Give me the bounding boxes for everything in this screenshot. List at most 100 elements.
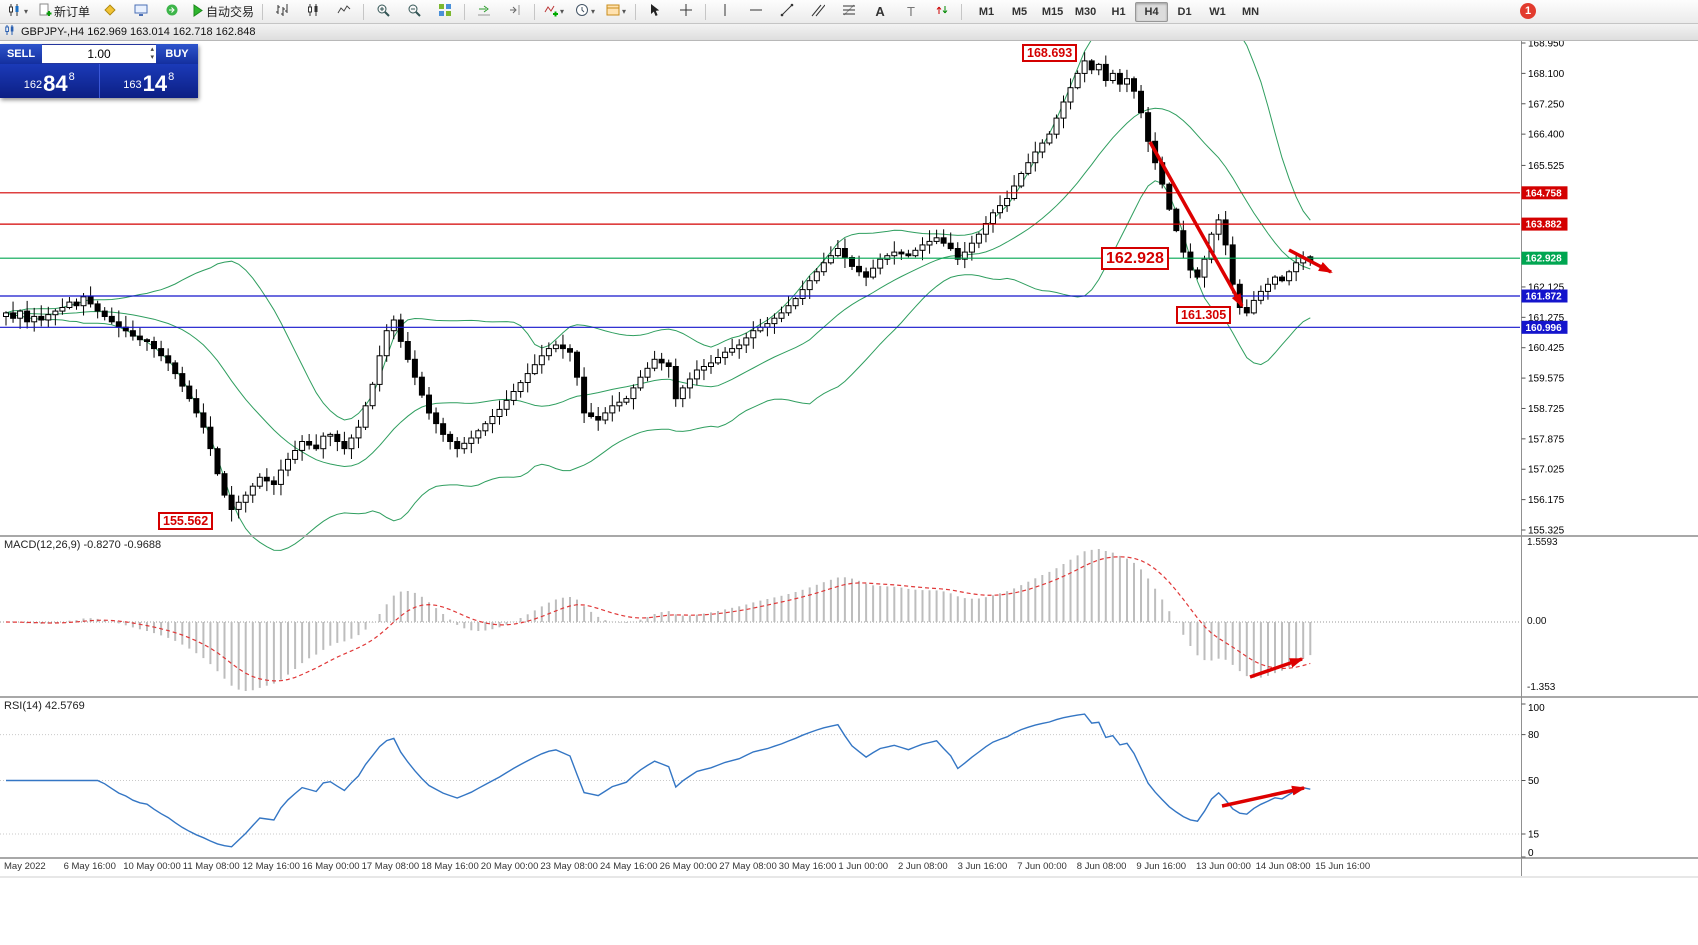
new-chart-button[interactable]: ▾ <box>3 1 33 23</box>
macd-label: MACD(12,26,9) -0.8270 -0.9688 <box>4 539 162 551</box>
crosshair-button[interactable] <box>671 1 701 23</box>
trend-arrows[interactable] <box>1148 141 1333 808</box>
sell-button[interactable]: SELL <box>0 44 42 64</box>
candlestick-chart-button[interactable] <box>298 1 328 23</box>
label-button[interactable]: T <box>896 1 926 23</box>
svg-text:23 May 08:00: 23 May 08:00 <box>540 861 598 872</box>
svg-text:158.725: 158.725 <box>1528 404 1565 415</box>
tile-windows-button[interactable] <box>430 1 460 23</box>
svg-text:13 Jun 00:00: 13 Jun 00:00 <box>1196 861 1251 872</box>
cursor-button[interactable] <box>640 1 670 23</box>
svg-text:157.875: 157.875 <box>1528 434 1565 445</box>
line-chart-button[interactable] <box>329 1 359 23</box>
chart-window-mini-icon <box>4 24 16 39</box>
buy-button[interactable]: BUY <box>156 44 198 64</box>
volume-down-icon[interactable]: ▾ <box>150 54 154 61</box>
metaeditor-button[interactable] <box>95 1 125 23</box>
svg-text:11 May 08:00: 11 May 08:00 <box>183 861 240 872</box>
svg-text:8 Jun 08:00: 8 Jun 08:00 <box>1077 861 1127 872</box>
chevron-down-icon: ▾ <box>591 7 596 16</box>
new-order-button[interactable]: 新订单 <box>34 1 94 23</box>
auto-trading-button[interactable]: 自动交易 <box>188 1 258 23</box>
horizontal-level-lines[interactable] <box>0 192 1520 328</box>
svg-text:160.996: 160.996 <box>1526 323 1563 334</box>
price-annotation-resistance[interactable]: 162.928 <box>1101 247 1169 270</box>
terminal-button[interactable] <box>126 1 156 23</box>
svg-text:7 Jun 00:00: 7 Jun 00:00 <box>1017 861 1067 872</box>
arrows-button[interactable] <box>927 1 957 23</box>
svg-text:16 May 00:00: 16 May 00:00 <box>302 861 360 872</box>
toolbar-separator <box>961 3 963 20</box>
volume-spinner[interactable]: ▴ ▾ <box>150 46 154 62</box>
timeframe-m5-button[interactable]: M5 <box>1011 5 1028 18</box>
zoom-in-button[interactable] <box>368 1 398 23</box>
templates-button[interactable]: ▾ <box>601 1 631 23</box>
channel-button[interactable] <box>803 1 833 23</box>
sell-price-button[interactable]: 162 84 8 <box>0 64 100 98</box>
candlestick-chart-icon <box>306 3 320 20</box>
toolbar-separator <box>705 3 707 20</box>
horizontal-line-button[interactable] <box>741 1 771 23</box>
svg-text:168.950: 168.950 <box>1528 39 1565 50</box>
chart-info-text: GBPJPY-,H4 162.969 163.014 162.718 162.8… <box>21 25 256 38</box>
chart-titlebar[interactable]: GBPJPY-,H4 162.969 163.014 162.718 162.8… <box>0 23 1698 41</box>
price-annotation-bottom[interactable]: 155.562 <box>158 512 214 530</box>
price-annotation-swing-low[interactable]: 161.305 <box>1176 306 1232 324</box>
notification-badge[interactable]: 1 <box>1520 3 1536 19</box>
volume-input[interactable]: 1.00 ▴ ▾ <box>42 44 156 64</box>
sell-price-pipette: 8 <box>68 71 75 83</box>
timeframe-h1-button[interactable]: H1 <box>1111 5 1126 18</box>
indicators-button[interactable]: ▾ <box>539 1 569 23</box>
svg-text:162.125: 162.125 <box>1528 282 1565 293</box>
svg-text:15 Jun 16:00: 15 Jun 16:00 <box>1315 861 1370 872</box>
timeframe-h4-button[interactable]: H4 <box>1135 1 1169 22</box>
horizontal-line-icon <box>749 3 763 20</box>
svg-text:14 Jun 08:00: 14 Jun 08:00 <box>1256 861 1311 872</box>
auto-scroll-button[interactable] <box>469 1 499 23</box>
svg-text:165.525: 165.525 <box>1528 161 1565 172</box>
zoom-out-button[interactable] <box>399 1 429 23</box>
vertical-line-button[interactable] <box>710 1 740 23</box>
price-annotation-peak[interactable]: 168.693 <box>1022 44 1078 62</box>
auto-trading-label: 自动交易 <box>206 5 255 19</box>
svg-text:10 May 00:00: 10 May 00:00 <box>123 861 181 872</box>
community-button[interactable] <box>157 1 187 23</box>
macd-pane <box>0 549 1520 691</box>
tile-windows-icon <box>438 3 452 20</box>
chart-shift-button[interactable] <box>500 1 530 23</box>
timeframe-mn-button[interactable]: MN <box>1241 5 1260 18</box>
timeframe-m30-button[interactable]: M30 <box>1074 5 1097 18</box>
pane-separators[interactable] <box>0 535 1698 878</box>
auto-scroll-icon <box>477 3 491 20</box>
timeframe-m1-button[interactable]: M1 <box>978 5 995 18</box>
text-button[interactable]: A <box>865 1 895 23</box>
time-axis[interactable]: May 2022 6 May 16:00 10 May 00:00 11 May 08… <box>4 861 1370 872</box>
line-chart-icon <box>337 3 351 20</box>
candles[interactable] <box>3 52 1314 522</box>
bar-chart-icon <box>275 3 289 20</box>
timeframe-m15-button[interactable]: M15 <box>1041 5 1064 18</box>
community-icon <box>165 3 179 20</box>
buy-price-button[interactable]: 163 14 8 <box>100 64 199 98</box>
cursor-icon <box>648 3 662 20</box>
buy-price-pipette: 8 <box>168 71 175 83</box>
volume-up-icon[interactable]: ▴ <box>150 46 154 53</box>
bar-chart-button[interactable] <box>267 1 297 23</box>
one-click-trading-panel: SELL 1.00 ▴ ▾ BUY 162 84 8 163 14 8 <box>0 44 198 98</box>
toolbar-separator <box>534 3 536 20</box>
timeframe-d1-button[interactable]: D1 <box>1177 5 1192 18</box>
svg-text:162.928: 162.928 <box>1526 254 1563 265</box>
fibonacci-icon <box>842 3 856 20</box>
svg-text:166.400: 166.400 <box>1528 130 1565 141</box>
sell-price-integer: 162 <box>23 79 43 91</box>
periods-button[interactable]: ▾ <box>570 1 600 23</box>
price-axis: 168.950 168.100 167.250 166.400 165.525 162.1… <box>1521 39 1568 876</box>
svg-text:2 Jun 08:00: 2 Jun 08:00 <box>898 861 948 872</box>
fibonacci-button[interactable] <box>834 1 864 23</box>
play-icon <box>192 3 204 20</box>
trendline-button[interactable] <box>772 1 802 23</box>
timeframe-w1-button[interactable]: W1 <box>1209 5 1226 18</box>
svg-text:17 May 08:00: 17 May 08:00 <box>362 861 420 872</box>
timeframe-toolbar: M1 M5 M15 M30 H1 H4 D1 W1 MN <box>970 1 1267 22</box>
